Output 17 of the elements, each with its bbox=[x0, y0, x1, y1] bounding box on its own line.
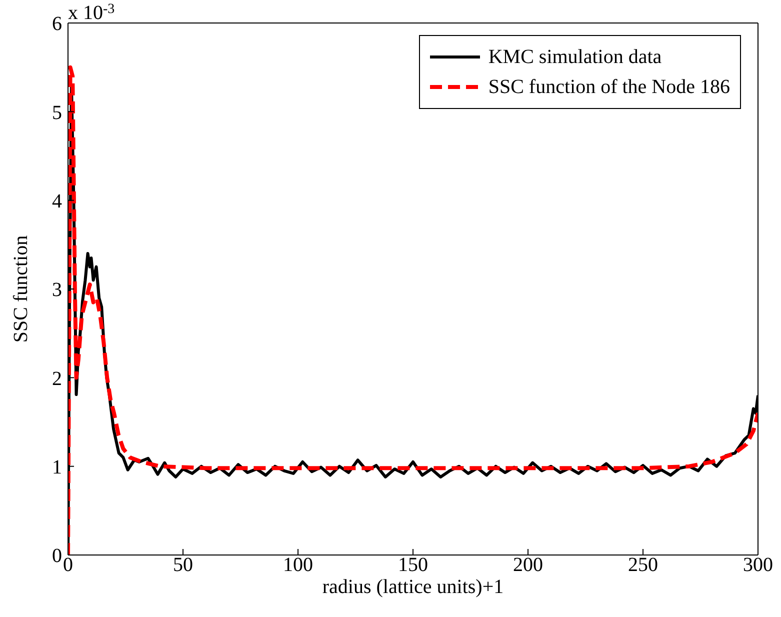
x-tick-label: 50 bbox=[173, 554, 193, 576]
y-tick-label: 3 bbox=[52, 279, 62, 302]
legend-label: SSC function of the Node 186 bbox=[488, 75, 730, 100]
y-axis-title: SSC function bbox=[10, 235, 32, 343]
y-tick-label: 4 bbox=[52, 190, 62, 212]
y-tick-label: 6 bbox=[52, 13, 62, 36]
x-tick-label: 100 bbox=[283, 554, 313, 576]
y-tick-label: 2 bbox=[52, 368, 62, 390]
x-tick-label: 250 bbox=[628, 554, 658, 576]
x-tick-label: 300 bbox=[743, 554, 773, 576]
y-tick-label: 1 bbox=[52, 456, 62, 478]
annotation: x 10$^{-3}$ bbox=[68, 2, 115, 24]
y-tick-label: 5 bbox=[52, 102, 62, 124]
x-tick-label: 200 bbox=[513, 554, 543, 576]
x-tick-label: 150 bbox=[398, 554, 428, 576]
x-axis-title: radius (lattice units)+1 bbox=[322, 576, 504, 598]
legend-label: KMC simulation data bbox=[488, 45, 662, 70]
